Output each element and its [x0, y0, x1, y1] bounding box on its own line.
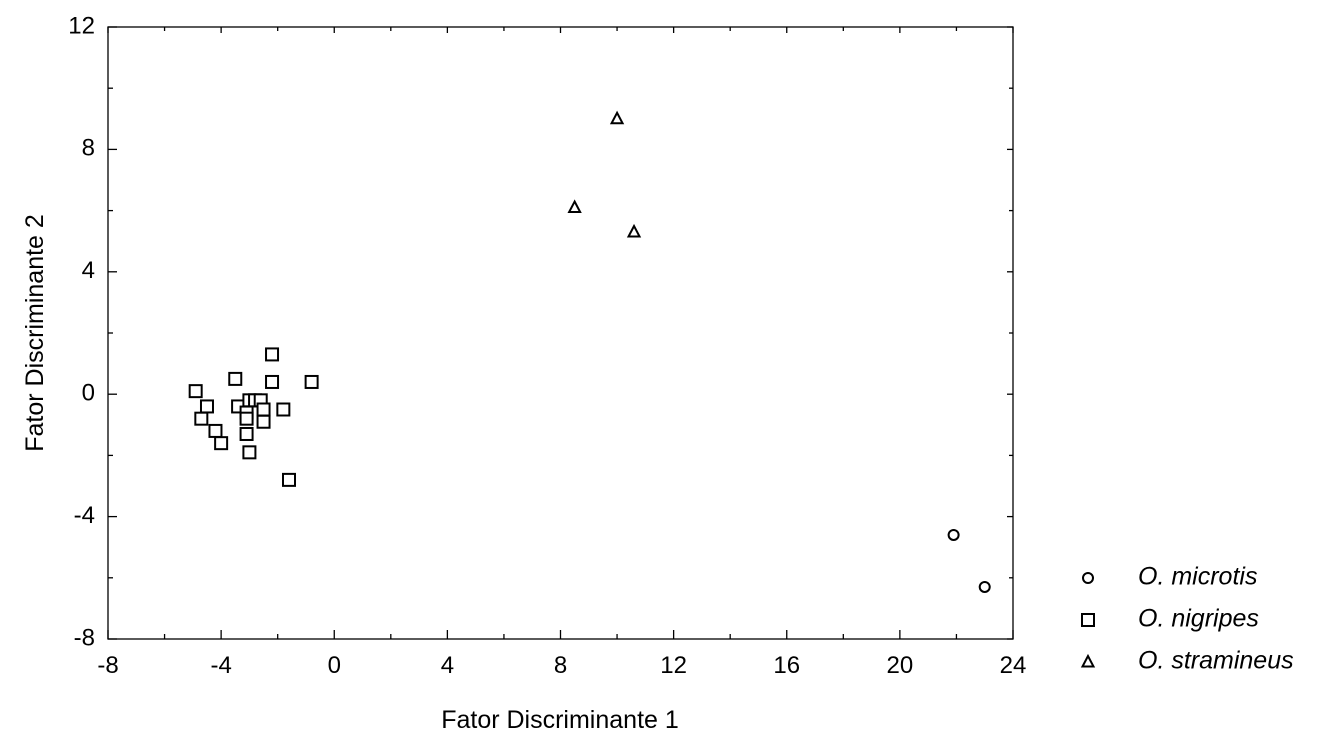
x-tick-label: 12	[660, 652, 687, 679]
y-tick-label: 12	[68, 12, 95, 39]
legend-label: O. nigripes	[1138, 605, 1259, 633]
data-point-circle	[978, 580, 991, 593]
legend-marker-triangle	[1080, 653, 1096, 668]
data-point-square	[228, 371, 243, 386]
data-point-square	[304, 374, 319, 389]
data-point-square	[265, 374, 280, 389]
y-tick-label: 0	[82, 380, 95, 407]
data-point-triangle	[567, 199, 582, 214]
x-tick-label: 16	[773, 652, 800, 679]
data-point-square	[282, 472, 296, 487]
x-tick-label: 8	[554, 652, 567, 679]
x-tick-label: 20	[887, 652, 914, 679]
x-tick-label: -8	[97, 652, 118, 679]
x-tick-label: 0	[328, 652, 341, 679]
legend-label: O. stramineus	[1138, 647, 1294, 675]
data-point-square	[208, 423, 223, 438]
data-point-circle	[947, 528, 960, 541]
y-tick-label: 4	[82, 257, 95, 284]
y-tick-label: -8	[74, 624, 95, 651]
data-point-square	[194, 411, 209, 426]
legend-marker-square	[1081, 613, 1095, 627]
data-point-triangle	[609, 110, 625, 125]
y-tick-label: -4	[74, 502, 95, 529]
data-point-square	[188, 384, 203, 399]
y-tick-label: 8	[82, 135, 95, 162]
data-point-square	[242, 445, 257, 460]
plot-frame	[107, 26, 1014, 640]
data-point-square	[239, 426, 254, 441]
data-point-square	[276, 402, 291, 417]
x-tick-label: 24	[1000, 652, 1027, 679]
data-point-square	[214, 436, 229, 451]
data-point-square	[256, 402, 271, 417]
data-points	[188, 110, 991, 593]
data-point-square	[256, 414, 271, 429]
data-point-triangle	[626, 223, 642, 238]
legend-label: O. microtis	[1138, 563, 1257, 591]
y-axis-title: Fator Discriminante 2	[21, 214, 49, 452]
x-axis-title: Fator Discriminante 1	[441, 706, 679, 734]
legend-marker-circle	[1082, 572, 1094, 584]
x-tick-label: -4	[210, 652, 231, 679]
data-point-square	[239, 411, 254, 426]
x-tick-label: 4	[441, 652, 454, 679]
axis-ticks	[107, 26, 1014, 640]
legend: O. microtis O. nigripes O. stramineus	[1080, 563, 1294, 675]
data-point-square	[265, 347, 280, 362]
tick-labels: -8 -4 0 4 8 12 16 20 24 -8 -4 0 4 8 12	[68, 12, 1026, 678]
data-point-square	[199, 399, 214, 414]
